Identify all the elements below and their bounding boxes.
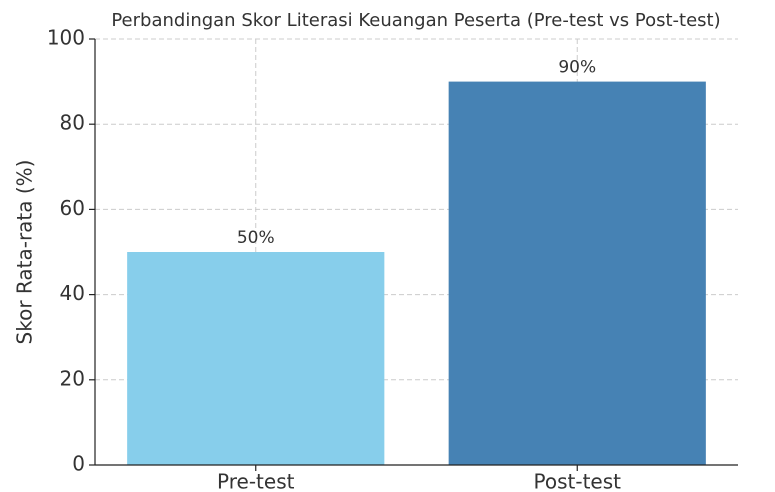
y-tick-label: 0 [72, 452, 85, 476]
y-tick-label: 40 [60, 281, 85, 305]
x-tick-label: Pre-test [217, 470, 295, 492]
chart-title: Perbandingan Skor Literasi Keuangan Pese… [111, 10, 720, 31]
x-tick-label: Post-test [534, 470, 622, 492]
y-tick-label: 60 [60, 196, 85, 220]
bar [448, 81, 706, 465]
y-tick-label: 20 [60, 366, 85, 390]
value-label: 90% [558, 58, 596, 78]
y-tick-label: 80 [60, 111, 85, 135]
y-tick-label: 100 [47, 26, 85, 50]
value-label: 50% [237, 228, 275, 248]
y-axis-label: Skor Rata-rata (%) [13, 160, 37, 345]
bar [127, 252, 385, 465]
